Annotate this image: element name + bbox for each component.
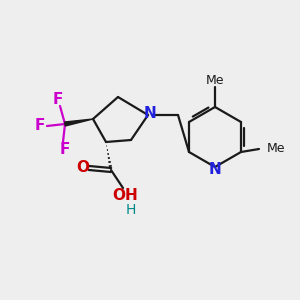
Text: Me: Me bbox=[267, 142, 286, 155]
Text: N: N bbox=[208, 161, 221, 176]
Text: N: N bbox=[144, 106, 156, 122]
Text: OH: OH bbox=[112, 188, 138, 203]
Text: H: H bbox=[126, 203, 136, 217]
Text: Me: Me bbox=[206, 74, 224, 88]
Text: F: F bbox=[35, 118, 45, 134]
Text: O: O bbox=[76, 160, 89, 175]
Text: F: F bbox=[53, 92, 63, 107]
Text: F: F bbox=[60, 142, 70, 157]
Polygon shape bbox=[64, 119, 93, 126]
